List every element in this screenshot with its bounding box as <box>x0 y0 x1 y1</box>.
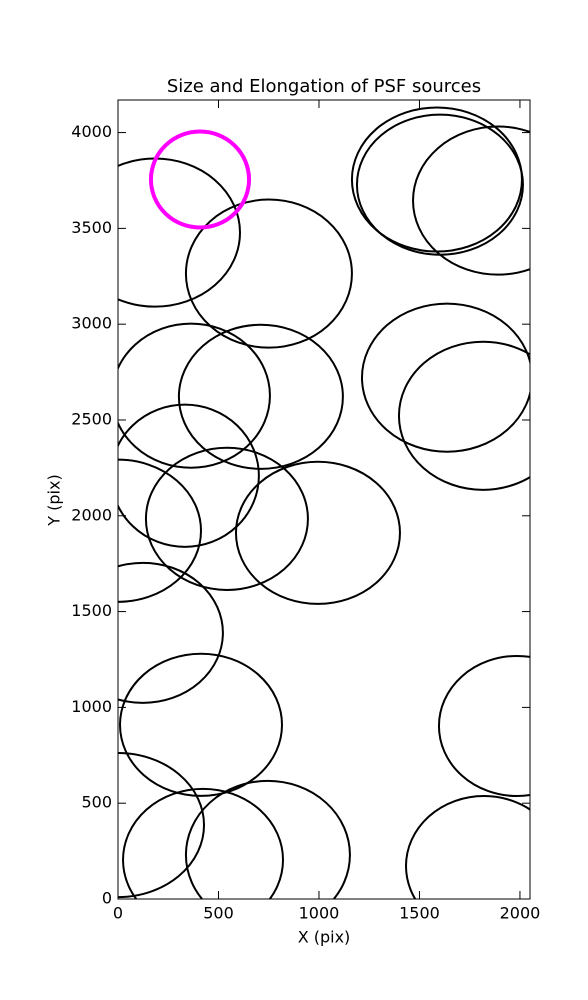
plot-area <box>118 106 530 899</box>
y-tick-label: 500 <box>81 793 112 812</box>
y-tick-label: 1500 <box>71 601 112 620</box>
psf-ellipse <box>118 403 260 548</box>
x-tick-label: 1500 <box>399 904 440 923</box>
x-tick-label: 500 <box>203 904 234 923</box>
x-tick-label: 0 <box>113 904 123 923</box>
y-tick-label: 3500 <box>71 218 112 237</box>
y-axis-label: Y (pix) <box>45 474 64 526</box>
psf-ellipse <box>177 323 344 470</box>
psf-ellipse <box>184 198 353 349</box>
psf-ellipse <box>118 458 202 603</box>
psf-ellipse <box>361 302 530 453</box>
psf-ellipse <box>118 561 224 704</box>
y-tick-label: 1000 <box>71 697 112 716</box>
psf-ellipse <box>122 787 284 899</box>
psf-ellipse <box>119 652 283 797</box>
chart-title: Size and Elongation of PSF sources <box>167 76 481 97</box>
psf-ellipse <box>355 113 524 256</box>
psf-ellipse <box>412 125 530 276</box>
y-tick-label: 2000 <box>71 505 112 524</box>
y-tick-label: 4000 <box>71 122 112 141</box>
y-tick-label: 3000 <box>71 314 112 333</box>
psf-ellipse <box>144 446 309 591</box>
psf-ellipse <box>184 779 351 899</box>
psf-ellipse <box>234 460 401 605</box>
psf-ellipse <box>148 129 252 230</box>
x-tick-label: 2000 <box>500 904 541 923</box>
psf-ellipse <box>397 340 530 491</box>
plot-frame <box>117 99 531 900</box>
x-axis-label: X (pix) <box>298 928 351 947</box>
psf-ellipse <box>405 795 530 899</box>
y-tick-label: 2500 <box>71 409 112 428</box>
psf-ellipse <box>118 752 205 899</box>
psf-ellipse <box>437 654 530 797</box>
x-tick-label: 1000 <box>299 904 340 923</box>
psf-ellipse <box>118 322 271 469</box>
y-tick-label: 0 <box>102 889 112 908</box>
